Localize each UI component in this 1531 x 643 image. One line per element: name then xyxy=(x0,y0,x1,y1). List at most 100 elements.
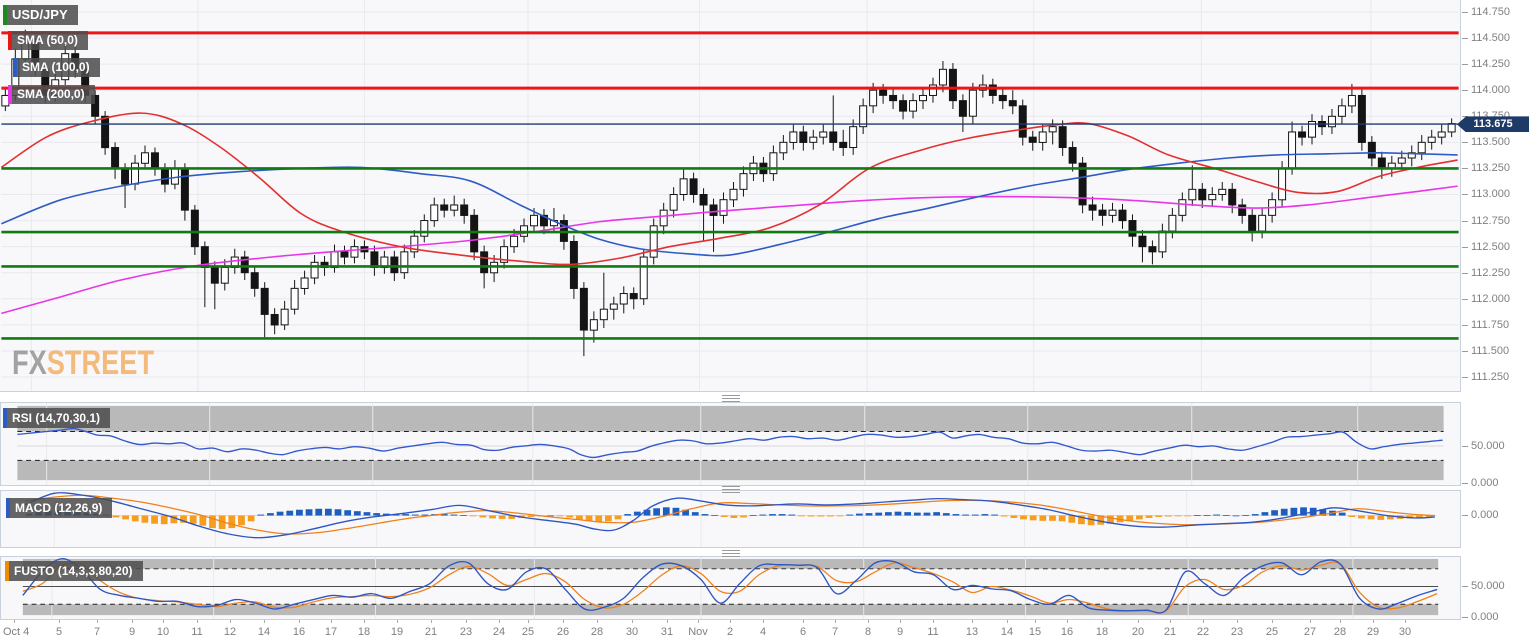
date-axis-label: 9 xyxy=(128,626,136,638)
candle-body xyxy=(330,251,339,269)
candle-body xyxy=(1208,194,1217,201)
price-axis-tick xyxy=(1462,377,1468,379)
date-axis-tick xyxy=(59,620,60,623)
macd-panel-splitter-handle[interactable] xyxy=(722,486,740,493)
macd-legend[interactable]: MACD (12,26,9) xyxy=(6,498,113,518)
fxstreet-watermark: FXSTREET xyxy=(12,344,155,382)
price-axis-label: 113.000 xyxy=(1471,188,1510,201)
macd-histogram-bar xyxy=(324,508,332,516)
candle-body xyxy=(928,84,937,96)
indicator-axis-label: 0.000 xyxy=(1471,508,1499,521)
date-axis-label: 29 xyxy=(1366,626,1380,638)
date-axis-tick xyxy=(667,620,668,623)
macd-histogram-bar xyxy=(827,515,834,517)
rsi-panel-splitter-handle[interactable] xyxy=(722,395,740,402)
sma100-legend[interactable]: SMA (100,0) xyxy=(13,58,100,77)
date-axis-tick xyxy=(163,620,164,623)
macd-histogram-bar xyxy=(633,511,641,516)
stochastic-panel-splitter-handle[interactable] xyxy=(722,550,740,557)
candle-body xyxy=(1088,204,1097,211)
date-axis-tick xyxy=(632,620,633,623)
macd-histogram-bar xyxy=(1087,515,1095,526)
macd-histogram-bar xyxy=(643,509,651,516)
date-axis-label: 5 xyxy=(55,626,63,638)
macd-histogram-bar xyxy=(247,515,255,522)
candle-body xyxy=(1308,120,1317,138)
date-axis-tick xyxy=(397,620,398,623)
macd-histogram-bar xyxy=(624,514,632,516)
date-axis-label: 18 xyxy=(1095,626,1109,638)
price-axis-label: 114.750 xyxy=(1471,5,1510,18)
date-axis-tick xyxy=(933,620,934,623)
date-axis-tick xyxy=(1405,620,1406,623)
candle-body xyxy=(589,319,598,331)
price-axis-tick xyxy=(1462,325,1468,327)
macd-histogram-bar xyxy=(556,515,564,517)
candle-body xyxy=(180,167,189,211)
candle-body xyxy=(919,94,927,102)
date-axis-tick xyxy=(364,620,365,623)
candle-body xyxy=(779,141,788,154)
macd-histogram-bar xyxy=(151,515,158,524)
candle-body xyxy=(839,141,848,149)
macd-panel[interactable] xyxy=(0,490,1461,548)
macd-histogram-bar xyxy=(614,515,622,520)
candle-body xyxy=(599,308,608,321)
macd-histogram-bar xyxy=(913,512,921,516)
candle-body xyxy=(170,167,179,185)
price-axis-tick xyxy=(1462,299,1468,301)
macd-histogram-bar xyxy=(807,515,815,517)
stochastic-panel[interactable] xyxy=(0,556,1461,620)
macd-histogram-bar xyxy=(1136,515,1143,520)
macd-signal-line xyxy=(25,494,1435,535)
date-axis-label: Nov xyxy=(688,626,708,638)
stochastic-chart-canvas[interactable] xyxy=(1,557,1460,619)
candle-body xyxy=(809,136,818,143)
macd-histogram-bar xyxy=(373,513,381,516)
date-axis-label: 8 xyxy=(864,626,872,638)
date-axis-label: 21 xyxy=(1163,626,1177,638)
macd-histogram-bar xyxy=(769,514,776,516)
macd-histogram-bar xyxy=(1261,512,1269,516)
sma200-legend[interactable]: SMA (200,0) xyxy=(8,85,95,104)
candle-body xyxy=(1357,94,1366,143)
macd-histogram-bar xyxy=(421,514,429,516)
stochastic-legend[interactable]: FUSTO (14,3,3,80,20) xyxy=(5,561,143,581)
macd-chart-canvas[interactable] xyxy=(1,491,1460,547)
macd-histogram-bar xyxy=(1416,515,1423,518)
macd-histogram-bar xyxy=(1290,507,1298,516)
macd-histogram-bar xyxy=(1155,515,1163,517)
candlestick-chart-canvas[interactable] xyxy=(0,0,1460,391)
date-axis-tick xyxy=(868,620,869,623)
macd-label: MACD (12,26,9) xyxy=(15,501,103,515)
date-axis-tick xyxy=(900,620,901,623)
macd-histogram-bar xyxy=(894,511,902,516)
candle-body xyxy=(1407,152,1416,159)
macd-histogram-bar xyxy=(836,515,844,517)
date-axis-label: 22 xyxy=(1196,626,1210,638)
macd-histogram-bar xyxy=(1010,515,1018,518)
rsi-panel[interactable] xyxy=(0,402,1461,486)
macd-histogram-bar xyxy=(691,512,699,516)
candle-body xyxy=(1298,131,1307,138)
candle-body xyxy=(1188,188,1197,201)
macd-histogram-bar xyxy=(402,514,409,516)
indicator-axis-tick xyxy=(1462,616,1468,618)
price-chart-panel[interactable] xyxy=(0,0,1461,392)
rsi-chart-canvas[interactable] xyxy=(1,403,1460,485)
sma50-legend[interactable]: SMA (50,0) xyxy=(8,31,88,50)
candle-body xyxy=(1278,167,1287,201)
macd-histogram-bar xyxy=(662,507,670,516)
candle-body xyxy=(101,115,110,149)
date-axis-label: 23 xyxy=(1230,626,1244,638)
symbol-legend[interactable]: USD/JPY xyxy=(3,5,78,25)
candle-body xyxy=(480,251,489,274)
rsi-legend[interactable]: RSI (14,70,30,1) xyxy=(3,408,111,428)
macd-histogram-bar xyxy=(334,509,342,516)
candle-body xyxy=(879,89,888,96)
sma100-color-bar xyxy=(13,58,17,77)
macd-histogram-bar xyxy=(981,514,989,516)
date-axis-tick xyxy=(730,620,731,623)
macd-histogram-bar xyxy=(1078,515,1085,525)
date-axis-tick xyxy=(499,620,500,623)
